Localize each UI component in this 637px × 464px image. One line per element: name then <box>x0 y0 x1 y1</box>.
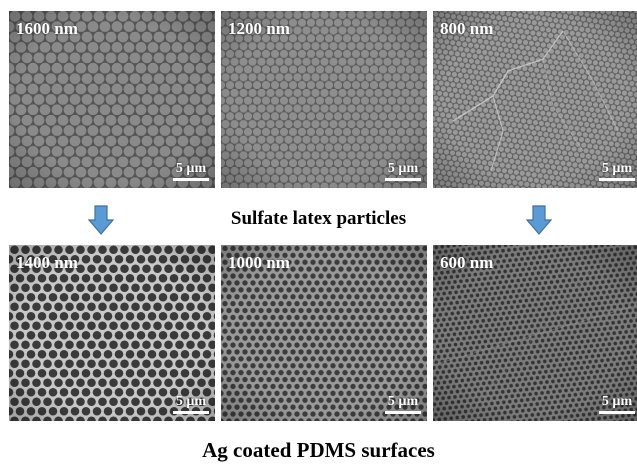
particle-size-label: 800 nm <box>440 19 494 38</box>
scale-bar-label: 5 µm <box>175 161 207 176</box>
sem-texture <box>9 11 215 188</box>
scale-bar-label: 5 µm <box>601 161 633 176</box>
sem-image-1200nm: 1200 nm 5 µm <box>221 11 427 188</box>
scale-bar: 5 µm <box>173 395 209 414</box>
scale-bar-line <box>599 178 635 181</box>
scale-bar-label: 5 µm <box>387 161 419 176</box>
scale-bar-label: 5 µm <box>601 394 633 409</box>
arrow-down-icon <box>526 205 552 235</box>
scale-bar-line <box>385 178 421 181</box>
scale-bar: 5 µm <box>599 395 635 414</box>
scale-bar-line <box>173 178 209 181</box>
sem-image-600nm: 600 nm 5 µm <box>433 245 637 421</box>
sem-image-1000nm: 1000 nm 5 µm <box>221 245 427 421</box>
scale-bar: 5 µm <box>385 395 421 414</box>
particle-size-label: 1200 nm <box>228 19 290 38</box>
sem-image-1600nm: 1600 nm 5 µm <box>9 11 215 188</box>
sem-texture <box>221 11 427 188</box>
bottom-caption: Ag coated PDMS surfaces <box>202 438 435 462</box>
sem-image-1400nm: 1400 nm 5 µm <box>9 245 215 421</box>
scale-bar-label: 5 µm <box>387 394 419 409</box>
sem-image-800nm: 800 nm 5 µm <box>433 11 637 188</box>
particle-size-label: 1400 nm <box>16 253 78 272</box>
particle-size-label: 1000 nm <box>228 253 290 272</box>
scale-bar: 5 µm <box>599 162 635 181</box>
scale-bar-line <box>599 411 635 414</box>
sem-texture <box>9 245 215 421</box>
scale-bar: 5 µm <box>385 162 421 181</box>
particle-size-label: 600 nm <box>440 253 494 272</box>
scale-bar: 5 µm <box>173 162 209 181</box>
scale-bar-line <box>173 411 209 414</box>
scale-bar-label: 5 µm <box>175 394 207 409</box>
arrow-down-icon <box>88 205 114 235</box>
sem-texture <box>221 245 427 421</box>
scale-bar-line <box>385 411 421 414</box>
particle-size-label: 1600 nm <box>16 19 78 38</box>
middle-caption: Sulfate latex particles <box>230 208 407 229</box>
sem-texture <box>433 245 637 421</box>
sem-texture <box>433 11 637 188</box>
